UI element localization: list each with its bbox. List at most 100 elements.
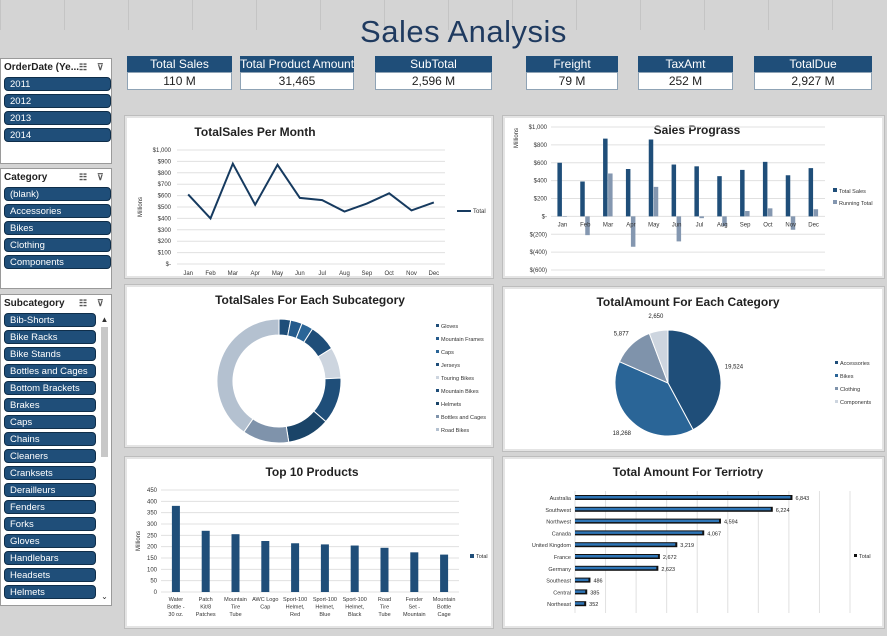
slicer-item[interactable]: Handlebars [4,551,96,565]
chart-title: Sales Prograss [654,123,741,137]
slicer-subcategory[interactable]: Subcategory ☷ ⊽ Bib-Shorts Bike Racks Bike… [0,294,112,606]
x-tick-label: May [648,222,659,228]
chart-panel-top10[interactable]: Top 10 Products 0 50 100 150 200 250 300 350 400 4… [125,457,493,628]
bar-total-highlight [575,602,585,605]
chart-title: TotalAmount For Each Category [596,295,779,309]
pie-chart-category: TotalAmount For Each Category 19,524 18,26… [596,295,871,437]
legend-label: Components [840,400,871,406]
data-label: 385 [590,590,599,596]
x-tick-label: Nov [785,222,796,228]
slicer-header: OrderDate (Ye... ☷ ⊽ [1,59,111,77]
kpi-label: TaxAmt [638,56,733,72]
slicer-item[interactable]: Bikes [4,221,111,235]
kpi-label: TotalDue [754,56,872,72]
bar-total [350,545,359,592]
chart-title: Total Amount For Terriotry [613,465,764,479]
y-tick-label: 200 [147,545,158,551]
multi-select-icon[interactable]: ☷ [79,298,88,308]
slicer-category[interactable]: Category ☷ ⊽ (blank) Accessories Bikes Clot… [0,168,112,289]
data-label: 486 [593,579,602,585]
chart-panel-territory[interactable]: Total Amount For Terriotry Australia 6,843… [503,457,884,628]
slicer-item[interactable]: Components [4,255,111,269]
x-tick-label: Nov [406,271,417,277]
bar-total-sales [717,176,722,217]
x-tick-label: Dec [808,222,819,228]
slicer-item[interactable]: Forks [4,517,96,531]
slicer-title: Category [4,172,48,183]
slicer-item[interactable]: Bottom Brackets [4,381,96,395]
y-tick-label: Canada [552,531,572,537]
scrollbar[interactable]: ▲ ⌄ [100,315,109,601]
scroll-thumb[interactable] [101,327,108,457]
multi-select-icon[interactable]: ☷ [79,172,88,182]
bar-running-total [745,211,750,217]
legend-label: Helmets [441,402,461,408]
slicer-item[interactable]: Accessories [4,204,111,218]
y-tick-label: $500 [158,205,172,211]
slicer-item[interactable]: 2014 [4,128,111,142]
y-tick-label: $1,000 [153,148,172,154]
legend-label: Bottles and Cages [441,415,486,421]
slicer-orderdate[interactable]: OrderDate (Ye... ☷ ⊽ 2011 2012 2013 2014 [0,58,112,164]
slicer-item[interactable]: Fenders [4,500,96,514]
y-tick-label: $200 [534,197,548,203]
pie-slice [648,329,669,384]
slicer-item[interactable]: Helmets [4,585,96,599]
legend-label: Road Bikes [441,428,469,434]
slicer-item[interactable]: Bike Racks [4,330,96,344]
legend-marker [436,376,439,379]
donut-chart-subcategory: TotalSales For Each Subcategory Gloves Mou… [215,293,486,444]
slicer-item[interactable]: Clothing [4,238,111,252]
y-tick-label: Southwest [545,508,571,514]
slicer-item[interactable]: Bike Stands [4,347,96,361]
bar-running-total [653,186,659,217]
slicer-item[interactable]: Cranksets [4,466,96,480]
chart-panel-subcategory[interactable]: TotalSales For Each Subcategory Gloves Mou… [125,285,493,447]
x-tick-label: Patch Kit/8 Patches [196,597,216,618]
slicer-item[interactable]: Bib-Shorts [4,313,96,327]
slicer-item[interactable]: Brakes [4,398,96,412]
slicer-item[interactable]: 2012 [4,94,111,108]
x-tick-label: Jan [558,222,568,228]
clear-filter-icon[interactable]: ⊽ [97,62,104,72]
chart-panel-per-month[interactable]: TotalSales Per Month $- $100 $200 $300 $400 $5… [125,116,493,278]
slicer-item[interactable]: (blank) [4,187,111,201]
chart-panel-category[interactable]: TotalAmount For Each Category 19,524 18,26… [503,287,884,451]
bar-running-total [676,216,682,242]
y-tick-label: Germany [548,567,571,573]
bar-total-sales [557,162,562,217]
slicer-item[interactable]: 2013 [4,111,111,125]
data-label: 5,877 [614,332,630,338]
clear-filter-icon[interactable]: ⊽ [97,298,104,308]
y-tick-label: 150 [147,556,158,562]
legend-marker [854,554,857,557]
series-line-total [187,161,435,221]
slicer-item[interactable]: Derailleurs [4,483,96,497]
sheet-gridlines [0,0,887,30]
kpi-value: 252 M [638,72,733,90]
slicer-item[interactable]: Headsets [4,568,96,582]
x-tick-label: AWC Logo Cap [252,597,278,611]
multi-select-icon[interactable]: ☷ [79,62,88,72]
slicer-header: Category ☷ ⊽ [1,169,111,187]
y-tick-label: $800 [534,143,548,149]
x-tick-label: Jun [672,222,682,228]
data-label: 4,594 [724,520,738,526]
slicer-item[interactable]: 2011 [4,77,111,91]
scroll-up-icon[interactable]: ▲ [100,315,109,324]
clear-filter-icon[interactable]: ⊽ [97,172,104,182]
legend-label: Jerseys [441,363,460,369]
slicer-item[interactable]: Cleaners [4,449,96,463]
scroll-down-icon[interactable]: ⌄ [101,592,108,601]
slicer-item[interactable]: Bottles and Cages [4,364,96,378]
y-tick-label: $(400) [530,250,547,256]
kpi-label: Freight [526,56,618,72]
chart-panel-sales-progress[interactable]: Sales Prograss $(600) $(400) $(200) $- $200 $4… [503,116,884,278]
x-tick-label: Sport-100 Helmet, Blue [313,597,337,618]
kpi-value: 31,465 [240,72,354,90]
kpi-totaldue: TotalDue 2,927 M [754,56,872,90]
bar-total [410,552,419,592]
slicer-item[interactable]: Caps [4,415,96,429]
slicer-item[interactable]: Gloves [4,534,96,548]
slicer-item[interactable]: Chains [4,432,96,446]
